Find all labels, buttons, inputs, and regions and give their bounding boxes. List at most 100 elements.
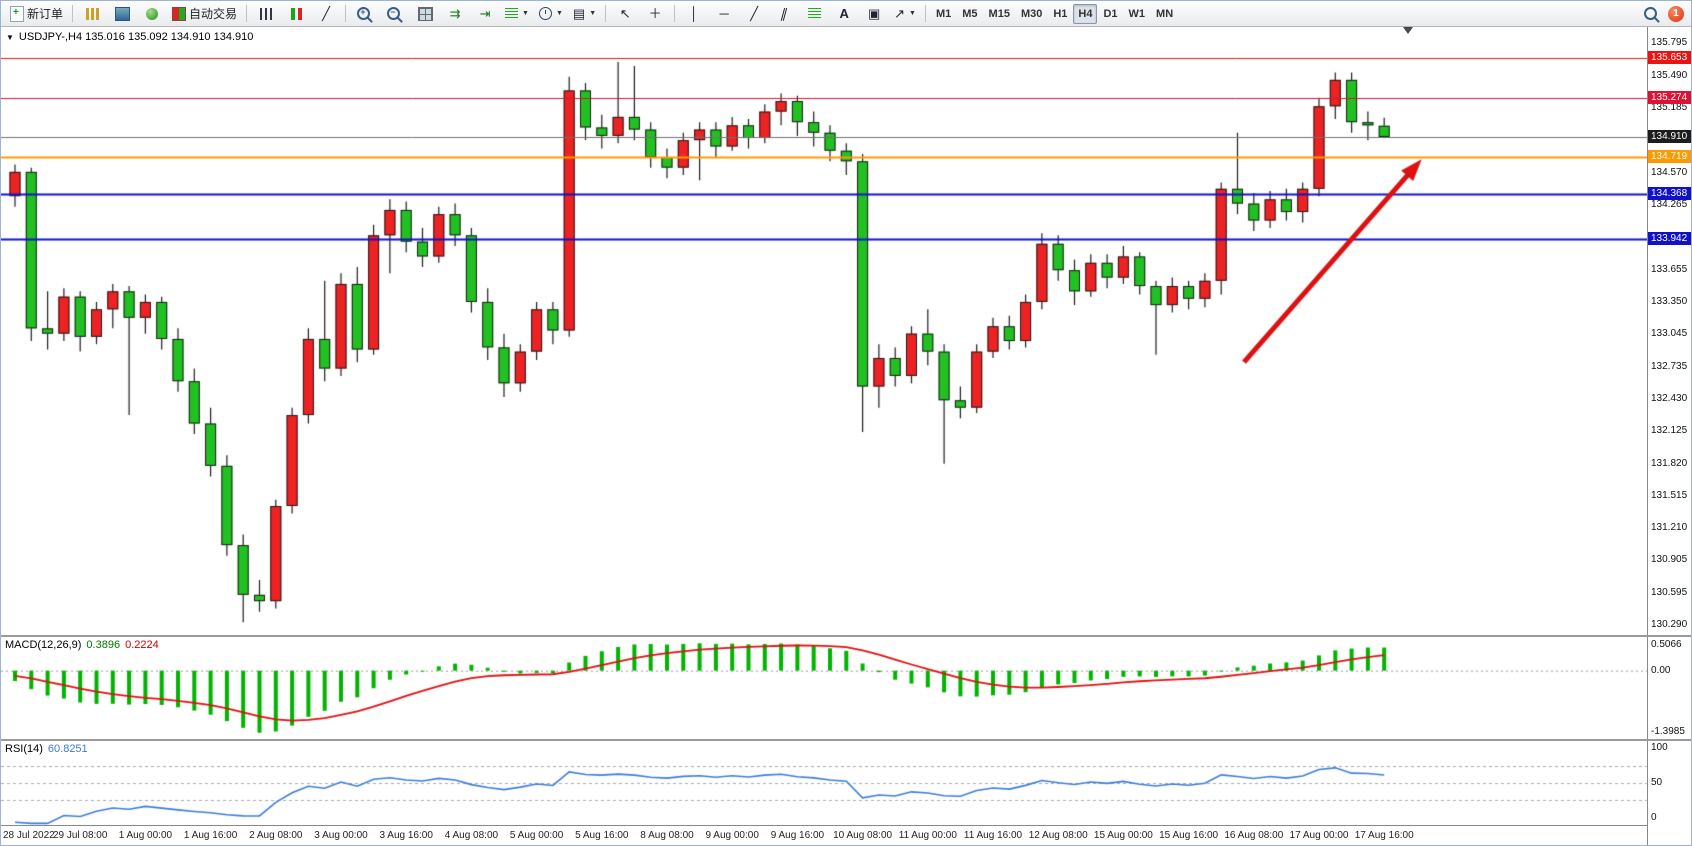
timeframe-m15-button[interactable]: M15: [988, 7, 1010, 20]
price-level-badge[interactable]: 135.653: [1648, 51, 1691, 65]
bar-chart-button[interactable]: [252, 3, 280, 25]
time-axis-label: 9 Aug 00:00: [705, 830, 759, 841]
new-chart-icon: [85, 7, 99, 20]
rsi-axis-label: 100: [1651, 742, 1668, 753]
price-axis-label: 130.290: [1651, 619, 1688, 631]
chart-shift-marker[interactable]: [1402, 27, 1413, 34]
cursor-button[interactable]: ↖: [611, 3, 639, 25]
rsi-panel: RSI(14) 60.8251: [1, 741, 1647, 825]
zoom-in-button[interactable]: +: [351, 3, 379, 25]
time-axis-label: 1 Aug 16:00: [183, 830, 238, 841]
price-axis-label: 133.045: [1651, 328, 1688, 340]
price-chart-panel: ▼ USDJPY-,H4 135.016 135.092 134.910 134…: [1, 27, 1647, 635]
new-order-button[interactable]: 新订单: [6, 3, 67, 25]
text-label-icon: ▣: [867, 6, 881, 21]
timeframe-h4-button[interactable]: H4: [1073, 3, 1098, 24]
chart-menu-icon[interactable]: ▼: [6, 32, 14, 42]
market-watch-button[interactable]: [108, 3, 136, 25]
price-axis-label: 134.570: [1651, 166, 1688, 178]
chart-title: USDJPY-,H4 135.016 135.092 134.910 134.9…: [18, 31, 254, 43]
toolbar-separator: [605, 5, 607, 22]
price-axis[interactable]: 0.5066 0.00 -1.3985 100 50 0 135.795 135.490 135…: [1647, 27, 1691, 845]
time-axis-label: 10 Aug 08:00: [833, 830, 893, 841]
notification-badge[interactable]: 1: [1668, 5, 1684, 22]
toolbar-separator: [246, 5, 248, 22]
chart-title-bar[interactable]: ▼ USDJPY-,H4 135.016 135.092 134.910 134…: [6, 31, 254, 43]
zoom-in-icon: +: [356, 7, 370, 20]
line-chart-icon: ╱: [322, 6, 330, 21]
text-label-button[interactable]: ▣: [860, 3, 888, 25]
templates-icon: ▤: [572, 6, 586, 21]
arrows-button[interactable]: ↗ ▼: [890, 3, 920, 25]
trendline-icon: ╱: [750, 6, 759, 21]
price-axis-label: 135.795: [1651, 37, 1688, 49]
new-chart-button[interactable]: [78, 3, 106, 25]
line-chart-button[interactable]: ╱: [312, 3, 340, 25]
time-axis-label: 15 Aug 16:00: [1159, 830, 1219, 841]
trendline-button[interactable]: ╱: [740, 3, 768, 25]
autotrading-button[interactable]: 自动交易: [168, 3, 241, 25]
timeframe-m1-button[interactable]: M1: [935, 7, 952, 20]
macd-canvas[interactable]: [1, 637, 1647, 739]
chart-shift-button[interactable]: ⇥: [471, 3, 499, 25]
time-axis-label: 2 Aug 08:00: [249, 830, 303, 841]
rsi-label: RSI(14) 60.8251: [5, 743, 88, 755]
auto-scroll-button[interactable]: ⇉: [441, 3, 469, 25]
vertical-line-button[interactable]: │: [680, 3, 708, 25]
price-level-badge[interactable]: 133.942: [1648, 232, 1691, 246]
search-button[interactable]: [1638, 3, 1666, 25]
macd-axis-label: 0.5066: [1651, 639, 1682, 650]
tile-windows-button[interactable]: [411, 3, 439, 25]
clock-icon: [538, 7, 552, 20]
price-level-badge[interactable]: 134.719: [1648, 150, 1691, 164]
timeframe-d1-button[interactable]: D1: [1103, 7, 1118, 20]
horizontal-line-button[interactable]: ─: [710, 3, 738, 25]
macd-axis-label: 0.00: [1651, 664, 1671, 676]
price-level-badge[interactable]: 134.910: [1648, 129, 1691, 143]
tile-windows-icon: [417, 6, 433, 21]
price-axis-label: 130.595: [1651, 587, 1688, 599]
vertical-line-icon: │: [690, 6, 699, 21]
text-icon: A: [839, 6, 849, 21]
price-axis-label: 131.820: [1651, 457, 1688, 469]
navigator-button[interactable]: [138, 3, 166, 25]
zoom-out-button[interactable]: −: [381, 3, 409, 25]
price-axis-label: 133.350: [1651, 295, 1688, 307]
time-axis-label: 15 Aug 00:00: [1093, 830, 1153, 841]
price-level-badge[interactable]: 134.368: [1648, 187, 1691, 201]
toolbar-separator: [345, 5, 347, 22]
periods-button[interactable]: ▼: [535, 3, 567, 25]
channel-button[interactable]: ∥: [770, 3, 798, 25]
time-axis-label: 4 Aug 08:00: [444, 830, 499, 841]
candlestick-chart-button[interactable]: [282, 3, 310, 25]
timeframe-mn-button[interactable]: MN: [1156, 7, 1174, 20]
price-axis-label: 131.515: [1651, 489, 1688, 501]
timeframe-w1-button[interactable]: W1: [1128, 7, 1146, 20]
price-chart-canvas[interactable]: [1, 27, 1647, 635]
timeframe-h1-button[interactable]: H1: [1053, 7, 1068, 20]
text-button[interactable]: A: [830, 3, 858, 25]
chevron-down-icon: ▼: [909, 10, 916, 17]
price-axis-label: 134.265: [1651, 199, 1688, 211]
templates-button[interactable]: ▤ ▼: [569, 3, 600, 25]
time-axis-label: 17 Aug 00:00: [1289, 830, 1349, 841]
autotrading-label: 自动交易: [189, 7, 238, 21]
macd-axis-label: -1.3985: [1651, 726, 1685, 737]
panel-resize-divider[interactable]: [1, 739, 1691, 741]
time-axis-label: 3 Aug 00:00: [314, 830, 368, 841]
timeframe-m30-button[interactable]: M30: [1020, 7, 1043, 20]
rsi-canvas[interactable]: [1, 741, 1647, 825]
crosshair-button[interactable]: ＋: [641, 3, 669, 25]
time-axis[interactable]: 28 Jul 2022 29 Jul 08:00 1 Aug 00:00 1 Aug …: [1, 825, 1647, 845]
horizontal-line-icon: ─: [719, 6, 729, 21]
price-level-badge[interactable]: 135.274: [1648, 91, 1691, 105]
time-axis-label: 1 Aug 00:00: [118, 830, 173, 841]
panel-resize-divider[interactable]: [1, 635, 1691, 637]
fibonacci-button[interactable]: [800, 3, 828, 25]
price-axis-label: 132.125: [1651, 425, 1688, 437]
macd-label: MACD(12,26,9) 0.3896 0.2224: [5, 639, 159, 651]
fibonacci-icon: [807, 8, 821, 19]
timeframe-m5-button[interactable]: M5: [962, 7, 978, 20]
time-axis-label: 5 Aug 16:00: [575, 830, 629, 841]
indicators-button[interactable]: ▼: [501, 3, 533, 25]
